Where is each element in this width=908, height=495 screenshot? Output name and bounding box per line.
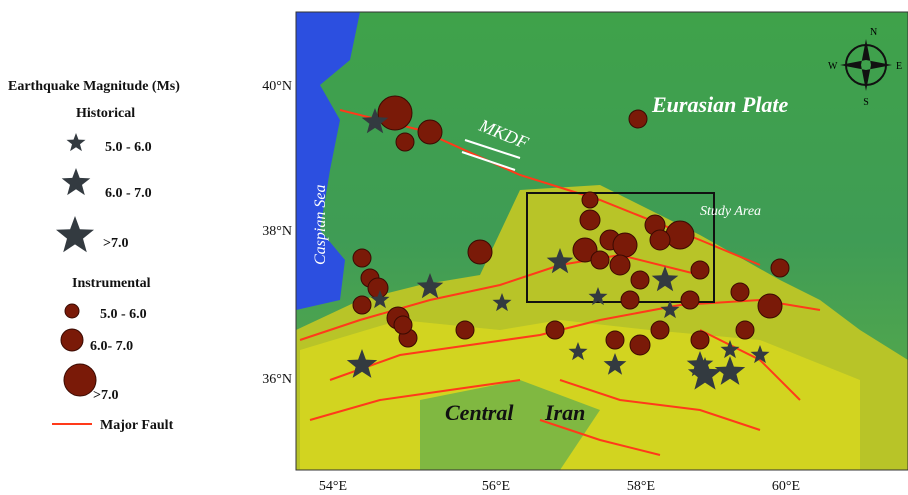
circle-marker	[631, 271, 649, 289]
compass-w: W	[828, 61, 838, 72]
region-label: Iran	[544, 400, 585, 425]
circle-marker	[582, 192, 598, 208]
circle-marker	[353, 296, 371, 314]
legend-item: 6.0 - 7.0	[105, 186, 152, 201]
circle-marker	[681, 291, 699, 309]
circle-marker	[736, 321, 754, 339]
legend-item: 5.0 - 6.0	[105, 140, 152, 155]
circle-marker	[610, 255, 630, 275]
lon-label: 56°E	[482, 479, 510, 494]
star-marker	[56, 216, 94, 252]
circle-marker	[418, 120, 442, 144]
compass-s: S	[863, 97, 869, 108]
circle-marker	[61, 329, 83, 351]
legend-title: Earthquake Magnitude (Ms)	[8, 79, 180, 94]
region-label: Central	[445, 400, 514, 425]
circle-marker	[630, 335, 650, 355]
legend-item: >7.0	[93, 388, 118, 403]
legend-item: 5.0 - 6.0	[100, 307, 147, 322]
map: N S W E Eurasian Plate MKDF Study Area C…	[296, 12, 908, 470]
star-marker	[62, 168, 91, 195]
circle-marker	[65, 304, 79, 318]
circle-marker	[691, 331, 709, 349]
circle-marker	[666, 221, 694, 249]
circle-marker	[613, 233, 637, 257]
circle-marker	[606, 331, 624, 349]
plate-label: Eurasian Plate	[651, 92, 789, 117]
circle-marker	[353, 249, 371, 267]
circle-marker	[64, 364, 96, 396]
circle-marker	[771, 259, 789, 277]
lat-label: 38°N	[262, 224, 292, 239]
legend-item: Major Fault	[100, 418, 174, 433]
circle-marker	[651, 321, 669, 339]
legend-item: >7.0	[103, 236, 128, 251]
sea-label: Caspian Sea	[312, 185, 329, 265]
circle-marker	[546, 321, 564, 339]
circle-marker	[731, 283, 749, 301]
circle-marker	[368, 278, 388, 298]
circle-marker	[621, 291, 639, 309]
legend: Earthquake Magnitude (Ms) Historical 5.0…	[8, 79, 180, 433]
lon-label: 54°E	[319, 479, 347, 494]
circle-marker	[591, 251, 609, 269]
lon-label: 60°E	[772, 479, 800, 494]
lat-label: 36°N	[262, 372, 292, 387]
circle-marker	[650, 230, 670, 250]
circle-marker	[396, 133, 414, 151]
legend-item: 6.0- 7.0	[90, 339, 133, 354]
compass-e: E	[896, 61, 902, 72]
study-area-label: Study Area	[700, 204, 761, 219]
circle-marker	[580, 210, 600, 230]
page: N S W E Eurasian Plate MKDF Study Area C…	[0, 0, 908, 495]
lon-label: 58°E	[627, 479, 655, 494]
circle-marker	[758, 294, 782, 318]
circle-marker	[394, 316, 412, 334]
star-marker	[67, 133, 86, 151]
legend-section: Instrumental	[72, 276, 151, 291]
legend-section: Historical	[76, 106, 135, 121]
compass-n: N	[870, 27, 877, 38]
circle-marker	[468, 240, 492, 264]
circle-marker	[691, 261, 709, 279]
circle-marker	[378, 96, 412, 130]
circle-marker	[456, 321, 474, 339]
circle-marker	[629, 110, 647, 128]
lat-label: 40°N	[262, 79, 292, 94]
